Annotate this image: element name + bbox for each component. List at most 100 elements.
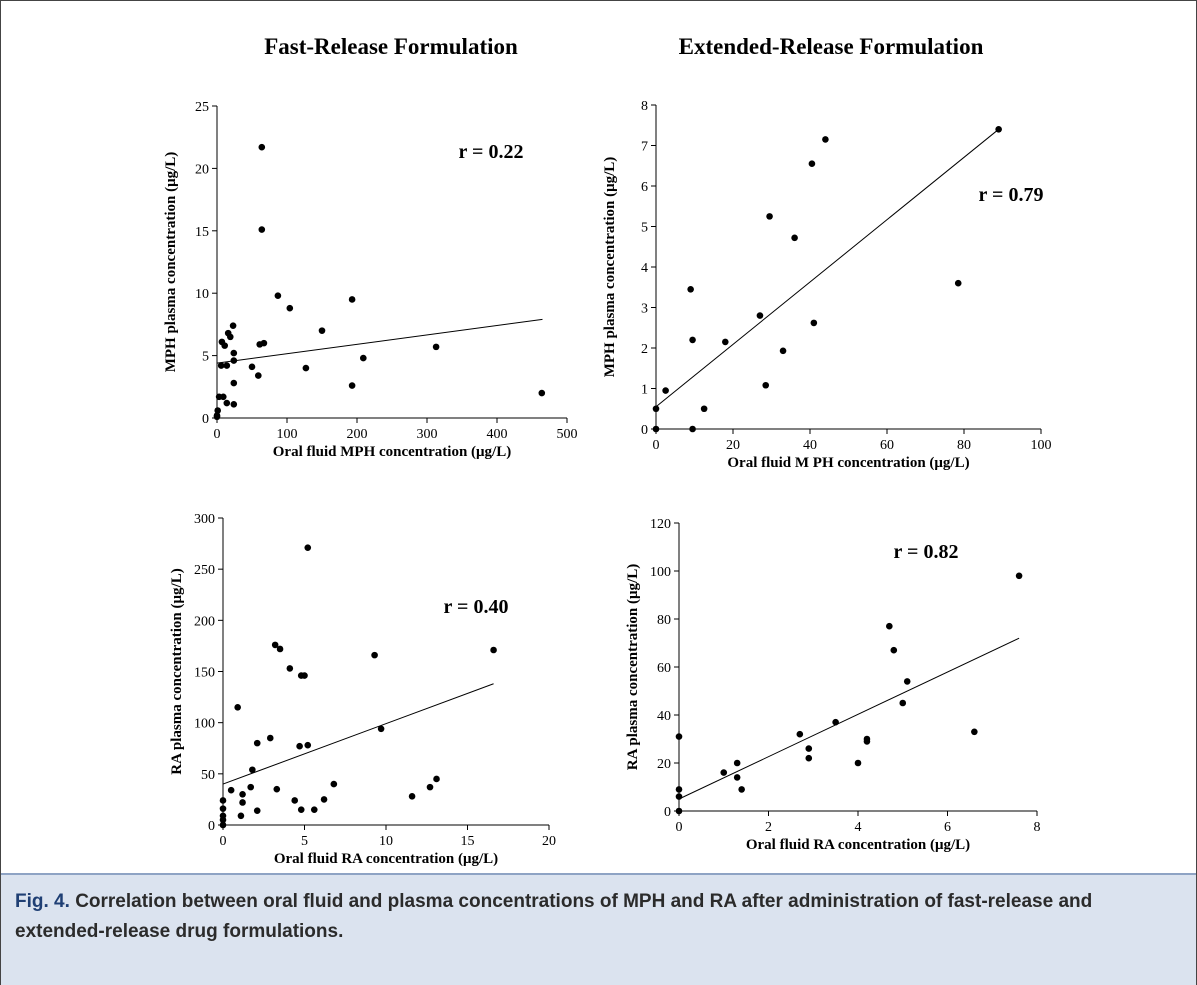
point [854,759,862,767]
x-tick-label: 20 [542,834,556,849]
y-tick-label: 8 [641,99,648,114]
x-axis-label: Oral fluid RA concentration (μg/L) [274,851,498,867]
point [239,799,246,806]
y-axis-label: MPH plasma concentration (μg/L) [163,152,179,373]
x-tick-label: 15 [461,834,475,849]
point [304,741,312,749]
point [433,775,440,783]
x-tick-label: 0 [653,438,660,453]
y-axis-label: RA plasma concentration (μg/L) [625,564,641,770]
y-tick-label: 4 [641,261,648,276]
x-tick-label: 0 [676,820,683,835]
point [348,296,356,303]
annotation: r = 0.22 [459,141,524,163]
point [230,349,238,357]
caption: Fig. 4. Correlation between oral fluid a… [1,873,1196,985]
x-tick-label: 6 [944,820,951,835]
x-tick-label: 100 [277,427,298,442]
point [248,363,256,371]
point [234,704,241,711]
point [426,783,434,791]
x-tick-label: 300 [417,427,438,442]
caption-label: Fig. 4. [15,891,70,912]
point [779,347,787,355]
point [297,806,305,813]
y-tick-label: 120 [650,517,671,532]
point [253,807,261,814]
point [258,226,266,233]
x-axis-label: Oral fluid MPH concentration (μg/L) [273,444,511,460]
point [230,357,238,364]
point [371,651,378,659]
annotation: r = 0.82 [894,541,959,563]
y-tick-label: 15 [195,225,209,240]
x-axis-label: Oral fluid RA concentration (μg/L) [746,837,970,853]
point [675,793,683,800]
point [791,234,798,242]
y-tick-label: 0 [208,819,215,834]
y-tick-label: 25 [195,100,209,115]
point [301,672,308,679]
point [296,742,303,750]
point [810,319,818,327]
point [219,805,227,812]
y-tick-label: 250 [194,563,215,578]
y-tick-label: 5 [202,350,209,365]
point [903,678,911,685]
y-tick-label: 150 [194,666,215,681]
trend-line [222,683,494,785]
point [662,387,669,394]
annotation: r = 0.79 [979,184,1044,206]
point [213,412,221,419]
point [219,797,227,804]
charts: Fast-Release Formulation Extended-Releas… [163,34,1052,867]
point [720,769,728,776]
point [863,735,871,743]
y-tick-label: 20 [195,162,209,177]
point [239,791,246,798]
x-tick-label: 8 [1034,820,1041,835]
point [276,645,284,653]
point [408,793,416,800]
point [805,754,813,762]
x-tick-label: 100 [1031,438,1052,453]
point [832,718,839,726]
point [890,646,898,654]
trend-line [678,637,1020,800]
y-axis-label: RA plasma concentration (μg/L) [169,568,185,774]
point [229,322,237,329]
x-tick-label: 10 [379,834,393,849]
point [822,136,829,143]
point [221,342,228,349]
point [219,812,227,820]
point [377,725,385,733]
point [304,544,312,551]
point [348,382,356,389]
point [254,372,262,379]
point [230,400,238,408]
point [223,362,231,369]
y-tick-label: 200 [194,614,215,629]
point [318,327,326,334]
x-tick-label: 400 [487,427,508,442]
x-tick-label: 20 [726,438,740,453]
point [722,338,729,346]
y-tick-label: 0 [664,805,671,820]
point [227,333,234,341]
point [260,339,268,347]
point [219,821,227,829]
y-tick-label: 1 [641,383,648,398]
x-tick-label: 80 [957,438,971,453]
y-tick-label: 3 [641,302,648,317]
x-tick-label: 40 [803,438,817,453]
trend-line [216,318,543,364]
point [886,622,893,630]
point [766,213,773,220]
point [652,425,660,433]
point [432,343,440,351]
point [687,285,694,293]
point [253,739,261,747]
column-title: Fast-Release Formulation [264,34,518,59]
point [652,405,660,413]
point [756,312,764,319]
